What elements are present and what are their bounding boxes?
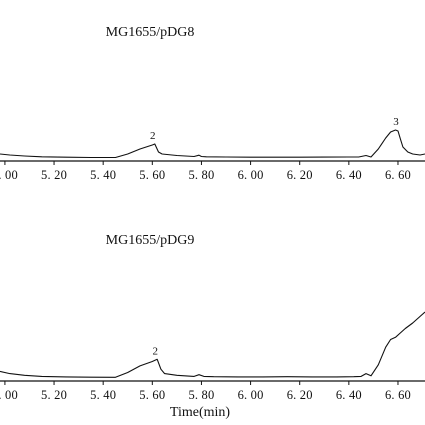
peak-label: 3 [393,116,399,128]
chart-panel-1: MG1655/pDG8 5. 00 5. 20 5. 40 5. 60 5. 80 6. … [0,25,425,182]
chart-panel-2: MG1655/pDG9 5. 00 5. 20 5. 40 5. 60 5. 80 6. … [0,233,425,420]
peak-label: 2 [150,130,156,142]
x-tick-label: 6. 00 [238,388,264,402]
x-tick-label: 5. 80 [188,388,214,402]
x-tick-label: 5. 40 [90,388,116,402]
panel-1-x-ticks: 5. 00 5. 20 5. 40 5. 60 5. 80 6. 00 6. 20 6. 40… [0,161,411,182]
x-tick-label: 5. 20 [41,388,67,402]
panel-1-trace [0,129,425,159]
x-tick-label: 5. 60 [139,388,165,402]
x-tick-label: 5. 00 [0,168,18,182]
panel-2-title: MG1655/pDG9 [106,233,195,248]
panel-2-trace [0,311,425,378]
x-axis-label: Time(min) [170,405,230,420]
panel-2-peak-labels: 2 [152,345,158,357]
x-tick-label: 6. 00 [238,168,264,182]
x-tick-label: 5. 80 [188,168,214,182]
x-tick-label: 6. 20 [287,168,313,182]
x-tick-label: 6. 40 [336,388,362,402]
x-tick-label: 5. 00 [0,388,18,402]
x-tick-label: 5. 60 [139,168,165,182]
x-tick-label: 6. 60 [385,388,411,402]
panel-1-title: MG1655/pDG8 [106,25,195,40]
x-tick-label: 6. 60 [385,168,411,182]
x-tick-label: 6. 40 [336,168,362,182]
panel-1-peak-labels: 23 [150,116,399,142]
x-tick-label: 5. 40 [90,168,116,182]
panel-2-x-ticks: 5. 00 5. 20 5. 40 5. 60 5. 80 6. 00 6. 20 6. 40… [0,381,411,402]
x-tick-label: 6. 20 [287,388,313,402]
peak-label: 2 [152,345,158,357]
x-tick-label: 5. 20 [41,168,67,182]
